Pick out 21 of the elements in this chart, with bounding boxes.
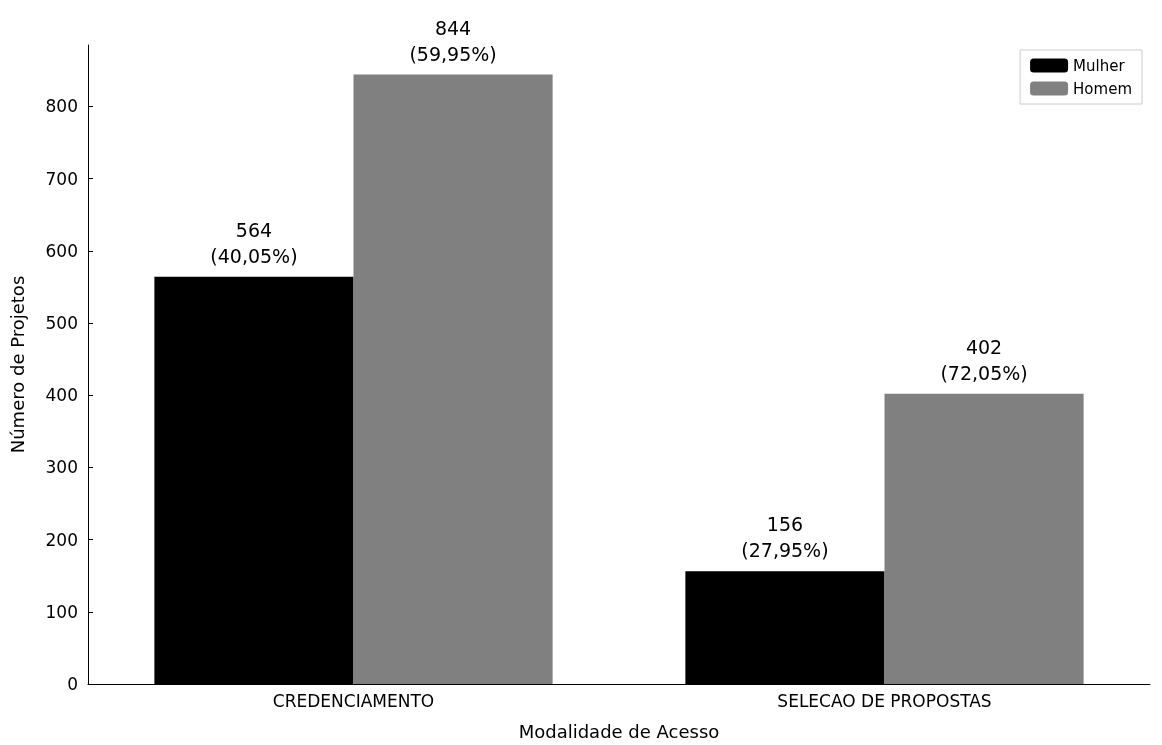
x-axis-title: Modalidade de Acesso <box>518 720 720 742</box>
legend-label: Mulher <box>1073 56 1126 75</box>
y-tick-label: 400 <box>45 385 78 406</box>
y-tick-label: 500 <box>45 312 78 333</box>
bar <box>353 74 553 684</box>
y-tick-label: 0 <box>67 674 78 694</box>
data-label: 402 (72,05%) <box>940 335 1028 384</box>
legend-label: Homem <box>1073 79 1133 98</box>
y-tick-label: 600 <box>45 240 78 261</box>
y-tick-label: 700 <box>45 168 78 189</box>
y-tick-label: 200 <box>45 529 78 550</box>
y-tick-label: 100 <box>45 601 78 622</box>
data-label: 156 (27,95%) <box>741 513 829 562</box>
data-label: 564 (40,05%) <box>210 218 298 267</box>
data-label: 844 (59,95%) <box>409 16 497 65</box>
x-tick-label: CREDENCIAMENTO <box>272 690 435 711</box>
y-axis-title: Número de Projetos <box>6 275 28 454</box>
bar <box>884 393 1084 684</box>
x-tick-label: SELECAO DE PROPOSTAS <box>777 690 992 711</box>
y-tick-label: 800 <box>45 96 78 117</box>
y-tick-label: 300 <box>45 457 78 478</box>
